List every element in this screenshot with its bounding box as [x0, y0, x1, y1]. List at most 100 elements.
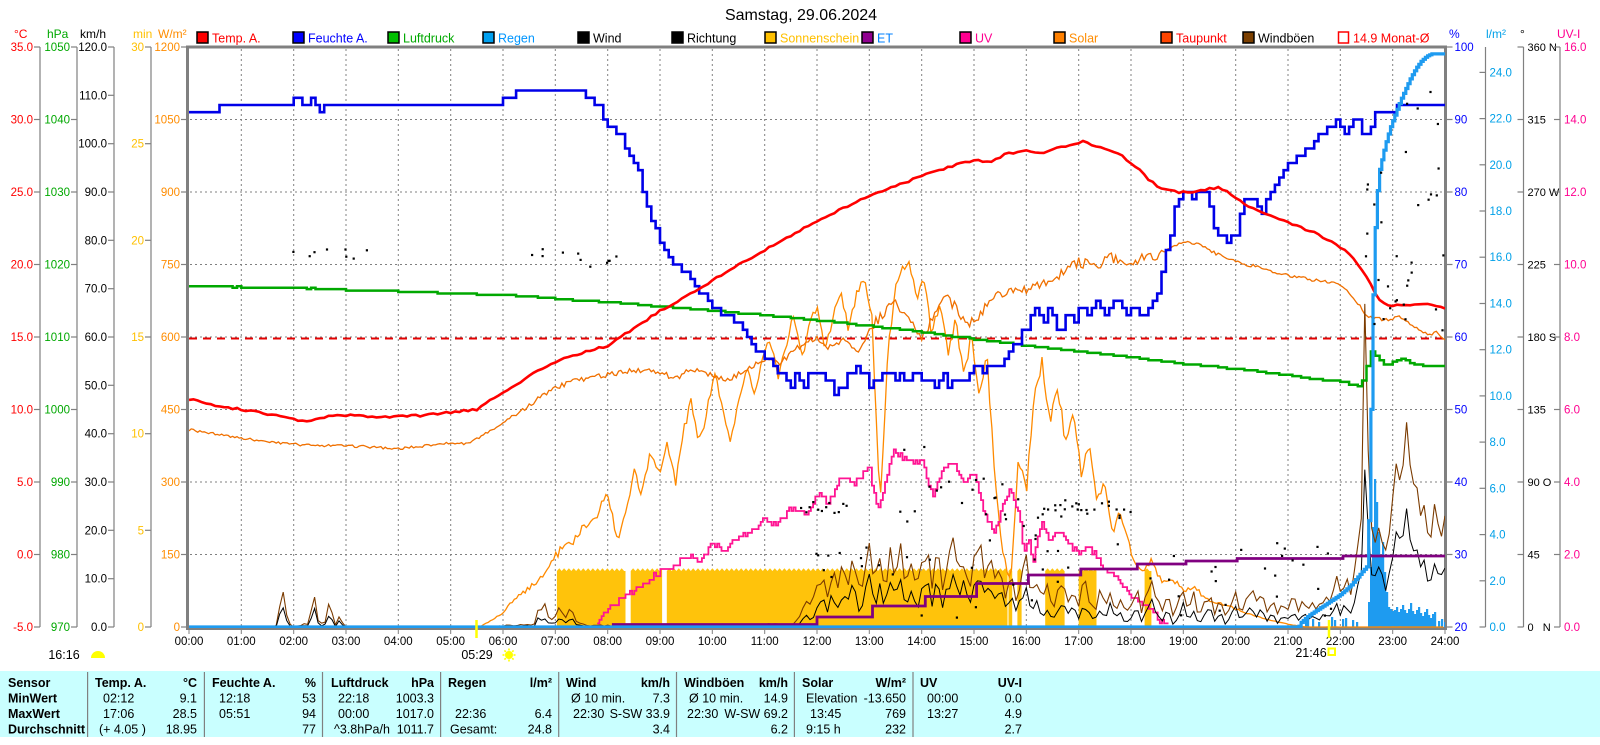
svg-text:2.7: 2.7 [1005, 723, 1022, 737]
svg-text:20: 20 [1455, 622, 1468, 634]
svg-text:270 W: 270 W [1528, 187, 1560, 199]
svg-text:20.0: 20.0 [1490, 160, 1512, 172]
svg-text:28.5: 28.5 [173, 707, 197, 721]
svg-text:Taupunkt: Taupunkt [1176, 32, 1227, 46]
svg-text:4.9: 4.9 [1005, 707, 1022, 721]
svg-text:l/m²: l/m² [1486, 27, 1506, 41]
svg-text:80.0: 80.0 [85, 235, 107, 247]
svg-text:13:45: 13:45 [810, 707, 841, 721]
svg-text:1030: 1030 [44, 187, 70, 199]
svg-text:04:00: 04:00 [384, 636, 413, 648]
svg-text:°C: °C [183, 676, 197, 690]
svg-text:min: min [133, 27, 152, 41]
svg-text:0: 0 [174, 622, 180, 634]
svg-text:Solar: Solar [1069, 32, 1098, 46]
svg-text:Samstag, 29.06.2024: Samstag, 29.06.2024 [725, 7, 877, 24]
svg-text:750: 750 [161, 260, 180, 272]
svg-text:22:00: 22:00 [1326, 636, 1355, 648]
svg-text:Elevation: Elevation [806, 692, 857, 706]
svg-text:14:00: 14:00 [907, 636, 936, 648]
svg-text:Feuchte A.: Feuchte A. [308, 32, 368, 46]
svg-text:1200: 1200 [154, 42, 180, 54]
svg-text:21:00: 21:00 [1274, 636, 1303, 648]
svg-text:Luftdruck: Luftdruck [403, 32, 455, 46]
svg-text:07:00: 07:00 [541, 636, 570, 648]
svg-text:10.0: 10.0 [1564, 260, 1586, 272]
svg-text:10:00: 10:00 [698, 636, 727, 648]
svg-text:1050: 1050 [154, 115, 180, 127]
svg-text:18:00: 18:00 [1117, 636, 1146, 648]
svg-text:0.0: 0.0 [17, 550, 33, 562]
svg-text:20.0: 20.0 [85, 525, 107, 537]
svg-text:24.8: 24.8 [528, 723, 552, 737]
svg-text:5.0: 5.0 [17, 477, 33, 489]
svg-text:150: 150 [161, 550, 180, 562]
svg-text:17:06: 17:06 [103, 707, 134, 721]
svg-text:13:27: 13:27 [927, 707, 958, 721]
svg-text:8.0: 8.0 [1564, 332, 1580, 344]
svg-text:Solar: Solar [802, 676, 833, 690]
svg-text:15: 15 [131, 332, 144, 344]
svg-text:110.0: 110.0 [79, 90, 107, 102]
svg-text:08:00: 08:00 [593, 636, 622, 648]
svg-text:16:16: 16:16 [48, 648, 79, 662]
svg-text:hPa: hPa [47, 27, 69, 41]
svg-text:970: 970 [51, 622, 70, 634]
svg-text:21:46: 21:46 [1295, 646, 1326, 660]
svg-text:990: 990 [51, 477, 70, 489]
svg-text:45: 45 [1528, 550, 1540, 562]
svg-text:300: 300 [161, 477, 180, 489]
svg-text:30: 30 [131, 42, 144, 54]
svg-text:20.0: 20.0 [11, 260, 33, 272]
svg-text:6.0: 6.0 [1564, 405, 1580, 417]
svg-text:Windböen: Windböen [684, 676, 744, 690]
svg-text:-5.0: -5.0 [13, 622, 33, 634]
svg-text:05:29: 05:29 [461, 648, 492, 662]
svg-text:15:00: 15:00 [960, 636, 989, 648]
svg-text:W/m²: W/m² [875, 676, 906, 690]
svg-text:02:00: 02:00 [279, 636, 308, 648]
svg-text:11:00: 11:00 [751, 636, 779, 648]
svg-text:24:00: 24:00 [1431, 636, 1460, 648]
svg-text:2.0: 2.0 [1490, 576, 1506, 588]
svg-text:23:00: 23:00 [1378, 636, 1407, 648]
svg-text:70: 70 [1455, 260, 1468, 272]
svg-text:77: 77 [302, 723, 316, 737]
svg-text:12:18: 12:18 [219, 692, 250, 706]
svg-text:°: ° [1520, 27, 1525, 41]
svg-text:l/m²: l/m² [530, 676, 552, 690]
svg-text:100.0: 100.0 [78, 139, 107, 151]
svg-text:%: % [1449, 27, 1460, 41]
svg-text:Sonnenschein: Sonnenschein [780, 32, 859, 46]
svg-text:360 N: 360 N [1528, 42, 1557, 54]
svg-text:Ø 10 min.: Ø 10 min. [689, 692, 743, 706]
svg-text:-13.650: -13.650 [864, 692, 906, 706]
svg-text:W-SW 69.2: W-SW 69.2 [724, 707, 788, 721]
svg-text:14.9: 14.9 [764, 692, 788, 706]
svg-text:Luftdruck: Luftdruck [331, 676, 389, 690]
svg-text:Regen: Regen [498, 32, 535, 46]
svg-text:%: % [305, 676, 316, 690]
svg-text:0.0: 0.0 [1005, 692, 1022, 706]
svg-text:0.0: 0.0 [1564, 622, 1580, 634]
svg-text:0.0: 0.0 [1490, 622, 1506, 634]
svg-text:19:00: 19:00 [1169, 636, 1198, 648]
svg-text:90 O: 90 O [1528, 477, 1552, 489]
svg-text:Ø 10 min.: Ø 10 min. [571, 692, 625, 706]
svg-text:35.0: 35.0 [11, 42, 33, 54]
svg-text:94: 94 [302, 707, 316, 721]
svg-text:30.0: 30.0 [11, 115, 33, 127]
svg-text:20: 20 [131, 235, 144, 247]
svg-text:MaxWert: MaxWert [8, 707, 61, 721]
svg-text:1010: 1010 [44, 332, 70, 344]
svg-text:1020: 1020 [44, 260, 70, 272]
svg-text:9.1: 9.1 [180, 692, 197, 706]
svg-text:17:00: 17:00 [1064, 636, 1093, 648]
svg-text:25: 25 [131, 139, 144, 151]
svg-text:Wind: Wind [566, 676, 596, 690]
svg-text:1050: 1050 [44, 42, 70, 54]
svg-text:km/h: km/h [641, 676, 670, 690]
svg-text:14.0: 14.0 [1490, 299, 1512, 311]
svg-text:UV-I: UV-I [998, 676, 1022, 690]
svg-text:6.4: 6.4 [535, 707, 552, 721]
